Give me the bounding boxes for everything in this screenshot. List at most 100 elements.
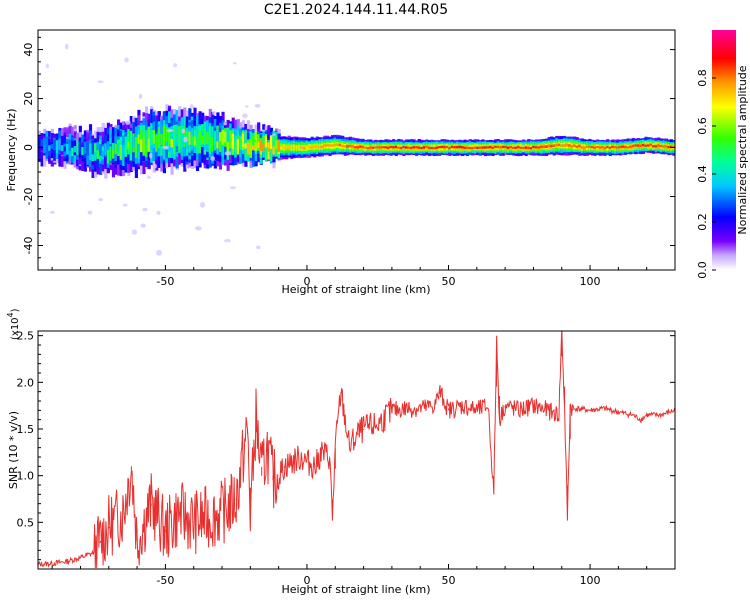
snr-y-tick-label: 1.5 [17,423,35,436]
spectrogram-speckle [140,223,146,228]
spectrogram-cell [481,146,485,149]
spectrogram-cell [119,144,123,160]
spectrogram-speckle [166,129,174,133]
snr-frame [37,330,676,570]
spectrogram-speckle [272,133,276,136]
spectrogram-cell [106,141,110,150]
spectrogram-cell [455,146,460,149]
snr-y-tick-label: 1.0 [17,470,35,483]
spectrogram-cell [162,135,166,148]
spectrogram-cell [338,143,342,147]
spectrogram-cell [435,146,439,149]
spectrogram-cell [139,138,144,153]
spectrogram-cell [542,145,546,148]
spectrogram-cell [583,146,587,149]
spectrogram-cell [381,146,386,149]
spectrogram-cell [241,134,245,147]
spectrogram-speckle [122,203,128,207]
snr-scale-label: (x10 [10,317,21,340]
spectrogram-cell [407,146,411,149]
spectrogram-cell [190,134,195,145]
spectrogram-cell [216,131,220,151]
spectrogram-cell [567,144,572,147]
spectrogram-cell [552,144,556,148]
spectrogram-cell [657,144,661,147]
spectrogram-speckle [146,176,152,179]
snr-y-tick-label: 2.5 [17,330,35,343]
spectrogram-cell [252,135,256,150]
spectrogram-cell [389,145,393,149]
spectrogram-cell [422,146,426,149]
spectrogram-y-tick-label: -40 [22,237,35,255]
spectrogram-cell [262,142,266,151]
spectrogram-cell [488,145,493,149]
spectrogram-cell [341,144,345,148]
spectrogram-speckle [153,163,157,169]
spectrogram-cell [193,136,197,146]
snr-x-tick-label: 100 [580,574,601,587]
spectrogram-cell [134,137,138,153]
spectrogram-cell [88,150,93,161]
spectrogram-x-tick-label: -50 [156,275,174,288]
spectrogram-cell [208,135,212,152]
spectrogram-speckle [200,201,206,208]
spectrogram-y-ticks: -40 -20 0 20 40 [22,36,675,259]
spectrogram-cell [310,146,314,149]
spectrogram-cell [297,145,302,149]
spectrogram-y-label: Frequency (Hz) [5,109,18,192]
spectrogram-cell [534,146,539,149]
spectrogram-cell [150,130,154,146]
spectrogram-speckle [195,226,202,231]
spectrogram-speckle [223,239,231,243]
spectrogram-cell [580,146,584,149]
spectrogram-cell [175,125,179,142]
spectrogram-cell [504,145,508,149]
colorbar-tick-label: 0.0 [696,261,709,279]
spectrogram-cell [60,135,65,150]
spectrogram-cell [137,134,141,145]
spectrogram-cell [588,145,592,148]
spectrogram-cell [606,145,610,149]
spectrogram-speckle [223,122,228,125]
spectrogram-cell [180,135,184,148]
spectrogram-cell [649,143,653,146]
spectrogram-cell [262,136,266,149]
spectrogram-cell [333,143,337,147]
spectrogram-cell [624,145,628,149]
colorbar-gradient [712,30,736,270]
spectrogram-cell [185,130,189,140]
spectrogram-cell [127,141,131,149]
spectrogram-cell [122,135,126,151]
spectrogram-cell [522,144,526,150]
spectrogram-cell [101,151,105,158]
snr-y-tick-label: 0.5 [17,516,35,529]
spectrogram-cell [38,140,42,149]
spectrogram-cell [122,145,126,160]
spectrogram-cell [603,147,607,150]
spectrogram-cell [91,142,95,155]
spectrogram-x-tick-label: 0 [303,275,310,288]
spectrogram-cell [578,144,582,148]
spectrogram-cell [53,139,57,150]
spectrogram-speckle [212,110,216,116]
spectrogram-speckle [245,105,249,108]
spectrogram-cell [178,134,182,146]
spectrogram-cell [124,145,128,155]
spectrogram-cell [53,141,57,161]
snr-scale-factor: (x104) [6,308,21,340]
spectrogram-cell [374,146,378,149]
spectrogram-cell [264,135,268,148]
spectrogram-cell [147,127,151,149]
spectrogram-cell [575,145,579,149]
spectrogram-cell [669,145,674,148]
spectrogram-cell [63,146,67,152]
spectrogram-speckle [65,43,69,50]
spectrogram-cell [43,139,47,154]
spectrogram-cell [445,145,449,149]
spectrogram-cell [611,145,615,148]
spectrogram-cell [585,145,589,148]
spectrogram-cell [494,145,498,148]
spectrogram-cell [308,145,312,149]
spectrogram-cell [206,131,210,145]
spectrogram-speckle [232,62,237,65]
